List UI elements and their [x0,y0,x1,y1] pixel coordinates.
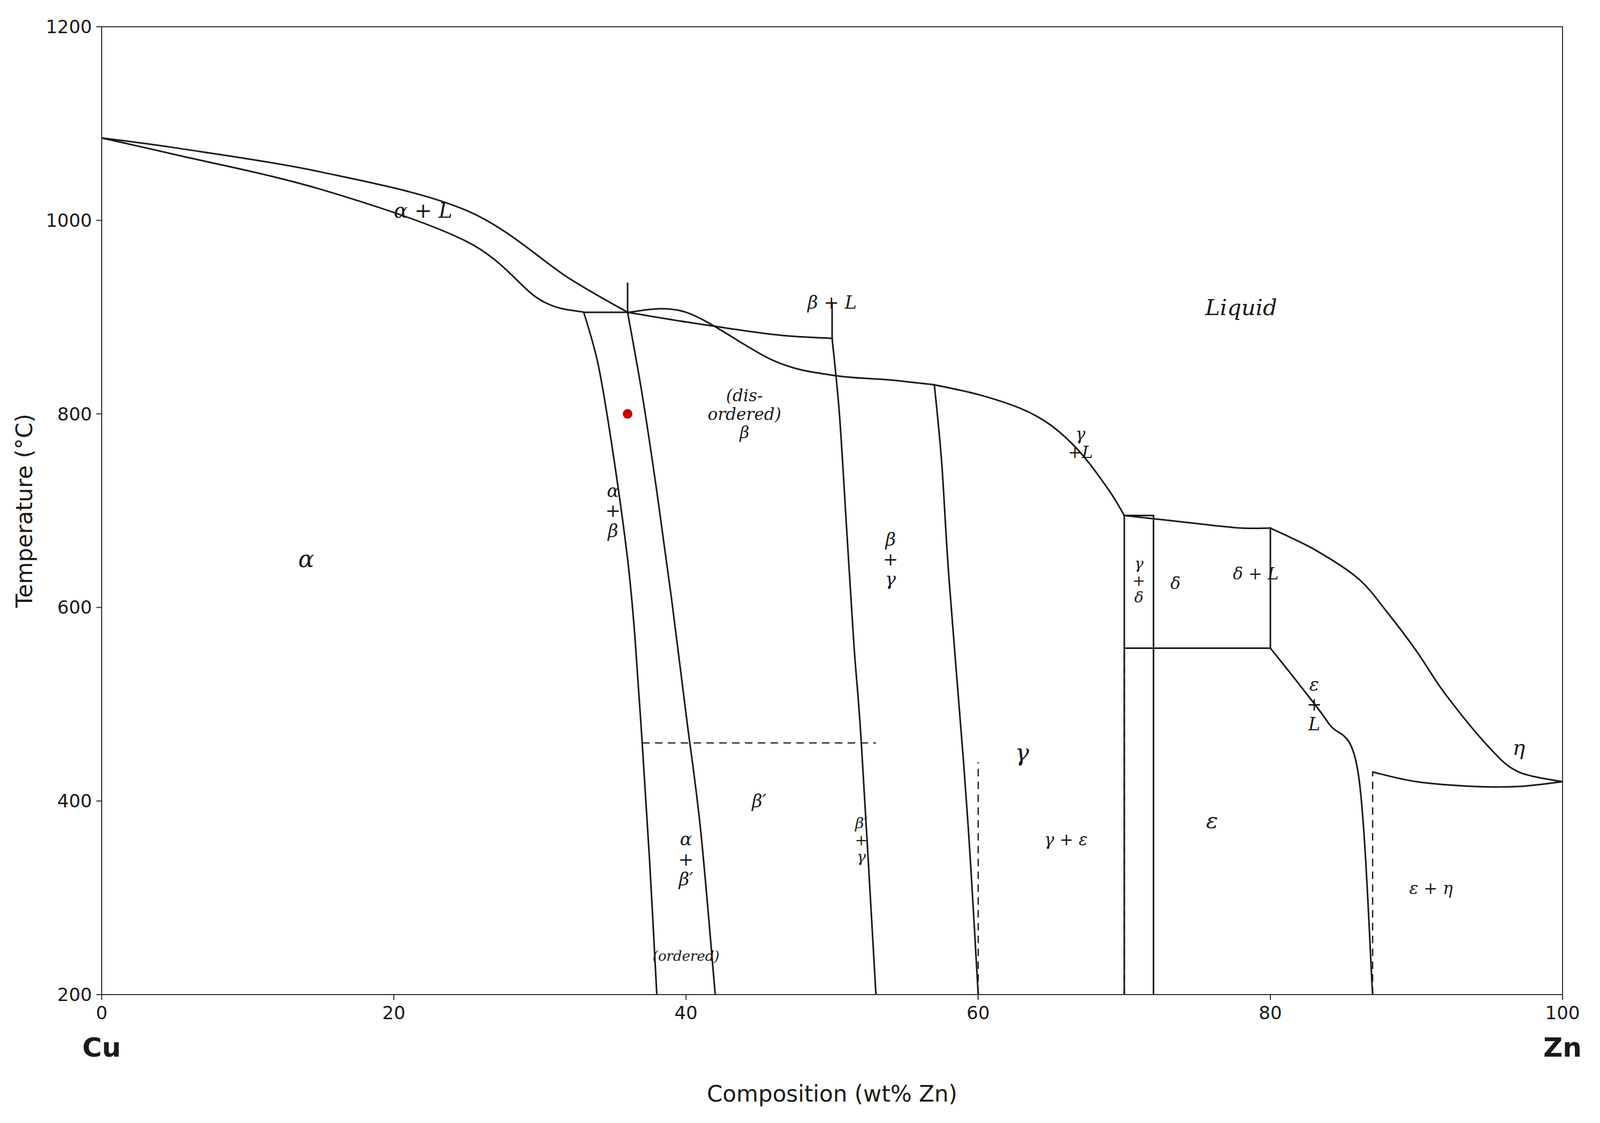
phase-boundary [934,384,979,995]
phase-boundary [101,138,584,313]
phase-boundary [1152,648,1155,995]
dashed-boundary [977,762,979,995]
tick [1269,994,1271,1001]
dashed-boundary [1123,648,1125,995]
phase-label: β′+γ [854,813,868,866]
phase-boundary [627,312,833,339]
tick [393,994,395,1001]
tick-label: 60 [966,1002,990,1024]
chart: 0 20 40 60 80 100 200 400 600 800 1000 1200 Cu Zn Comp… [0,0,1600,1123]
phase-boundary [1270,648,1373,995]
phase-label: γ+δ [1132,554,1146,607]
phase-boundary [1124,514,1154,517]
tick-label: 80 [1258,1002,1282,1024]
tick-label: 800 [57,403,93,425]
dashed-boundary [1372,772,1374,995]
phase-label: γ+L [1068,424,1094,462]
phase-boundary [1152,515,1155,649]
tick [1562,994,1564,1001]
tick [96,606,102,608]
y-axis-label: Temperature (°C) [11,413,38,609]
phase-label: Liquid [1204,294,1277,321]
phase-label: β′ [750,790,767,812]
phase-labels: α Liquid α + L β + L (dis-ordered)β α+β β+γ γ γ+… [298,198,1526,964]
phase-boundary [1153,647,1271,650]
phase-label: ε [1206,807,1218,834]
element-label: Zn [1543,1032,1582,1064]
phase-label: γ [1015,738,1030,767]
tick [96,994,102,996]
element-label: Cu [82,1032,121,1064]
phase-boundary [1372,772,1563,788]
tick [685,994,687,1001]
phase-boundary [1124,647,1154,650]
tick-label: 400 [57,790,93,812]
tick [96,800,102,802]
dashed-boundary [642,742,876,744]
plot-area [101,138,1563,995]
tick-label: 20 [382,1002,406,1024]
phase-label: β+γ [882,529,898,590]
tick-label: 600 [57,596,93,619]
phase-label: α+β′ [677,828,694,890]
tick [977,994,979,1001]
tick-label: 0 [95,1002,108,1024]
phase-boundary [934,384,1125,516]
axes: 0 20 40 60 80 100 200 400 600 800 1000 1200 [45,16,1580,1024]
phase-boundary [1270,528,1563,782]
phase-label: δ + L [1232,564,1279,584]
tick [96,219,102,222]
tick [96,413,102,415]
phase-boundary [627,308,935,385]
phase-label: η [1512,735,1525,760]
phase-boundary [832,338,876,995]
phase-label: δ [1170,573,1181,593]
phase-label: (dis-ordered)β [707,385,782,443]
point [622,409,633,419]
tick-label: 200 [57,984,93,1006]
phase-label: ε + η [1409,878,1454,898]
phase-label: β + L [806,292,857,314]
tick [101,994,103,1001]
phase-boundary [1123,515,1126,995]
plot-frame [101,26,1563,995]
phase-label: α [298,545,315,573]
phase-boundary [1269,528,1272,649]
x-axis-label: Composition (wt% Zn) [706,1080,958,1108]
phase-boundary [627,312,716,995]
phase-label: α + L [393,198,453,223]
tick-label: 40 [674,1002,698,1024]
tick [96,26,102,28]
phase-label: ε+L [1306,674,1322,735]
phase-boundary [626,283,629,312]
phase-boundary [1124,515,1271,529]
tick-label: 100 [1545,1002,1581,1024]
tick-label: 1000 [45,209,93,232]
phase-boundary [101,138,628,313]
phase-label: (ordered) [652,948,720,965]
phase-label: α+β [605,480,621,542]
tick-label: 1200 [45,16,93,38]
phase-label: γ + ε [1044,829,1088,850]
phase-boundary [583,311,628,314]
